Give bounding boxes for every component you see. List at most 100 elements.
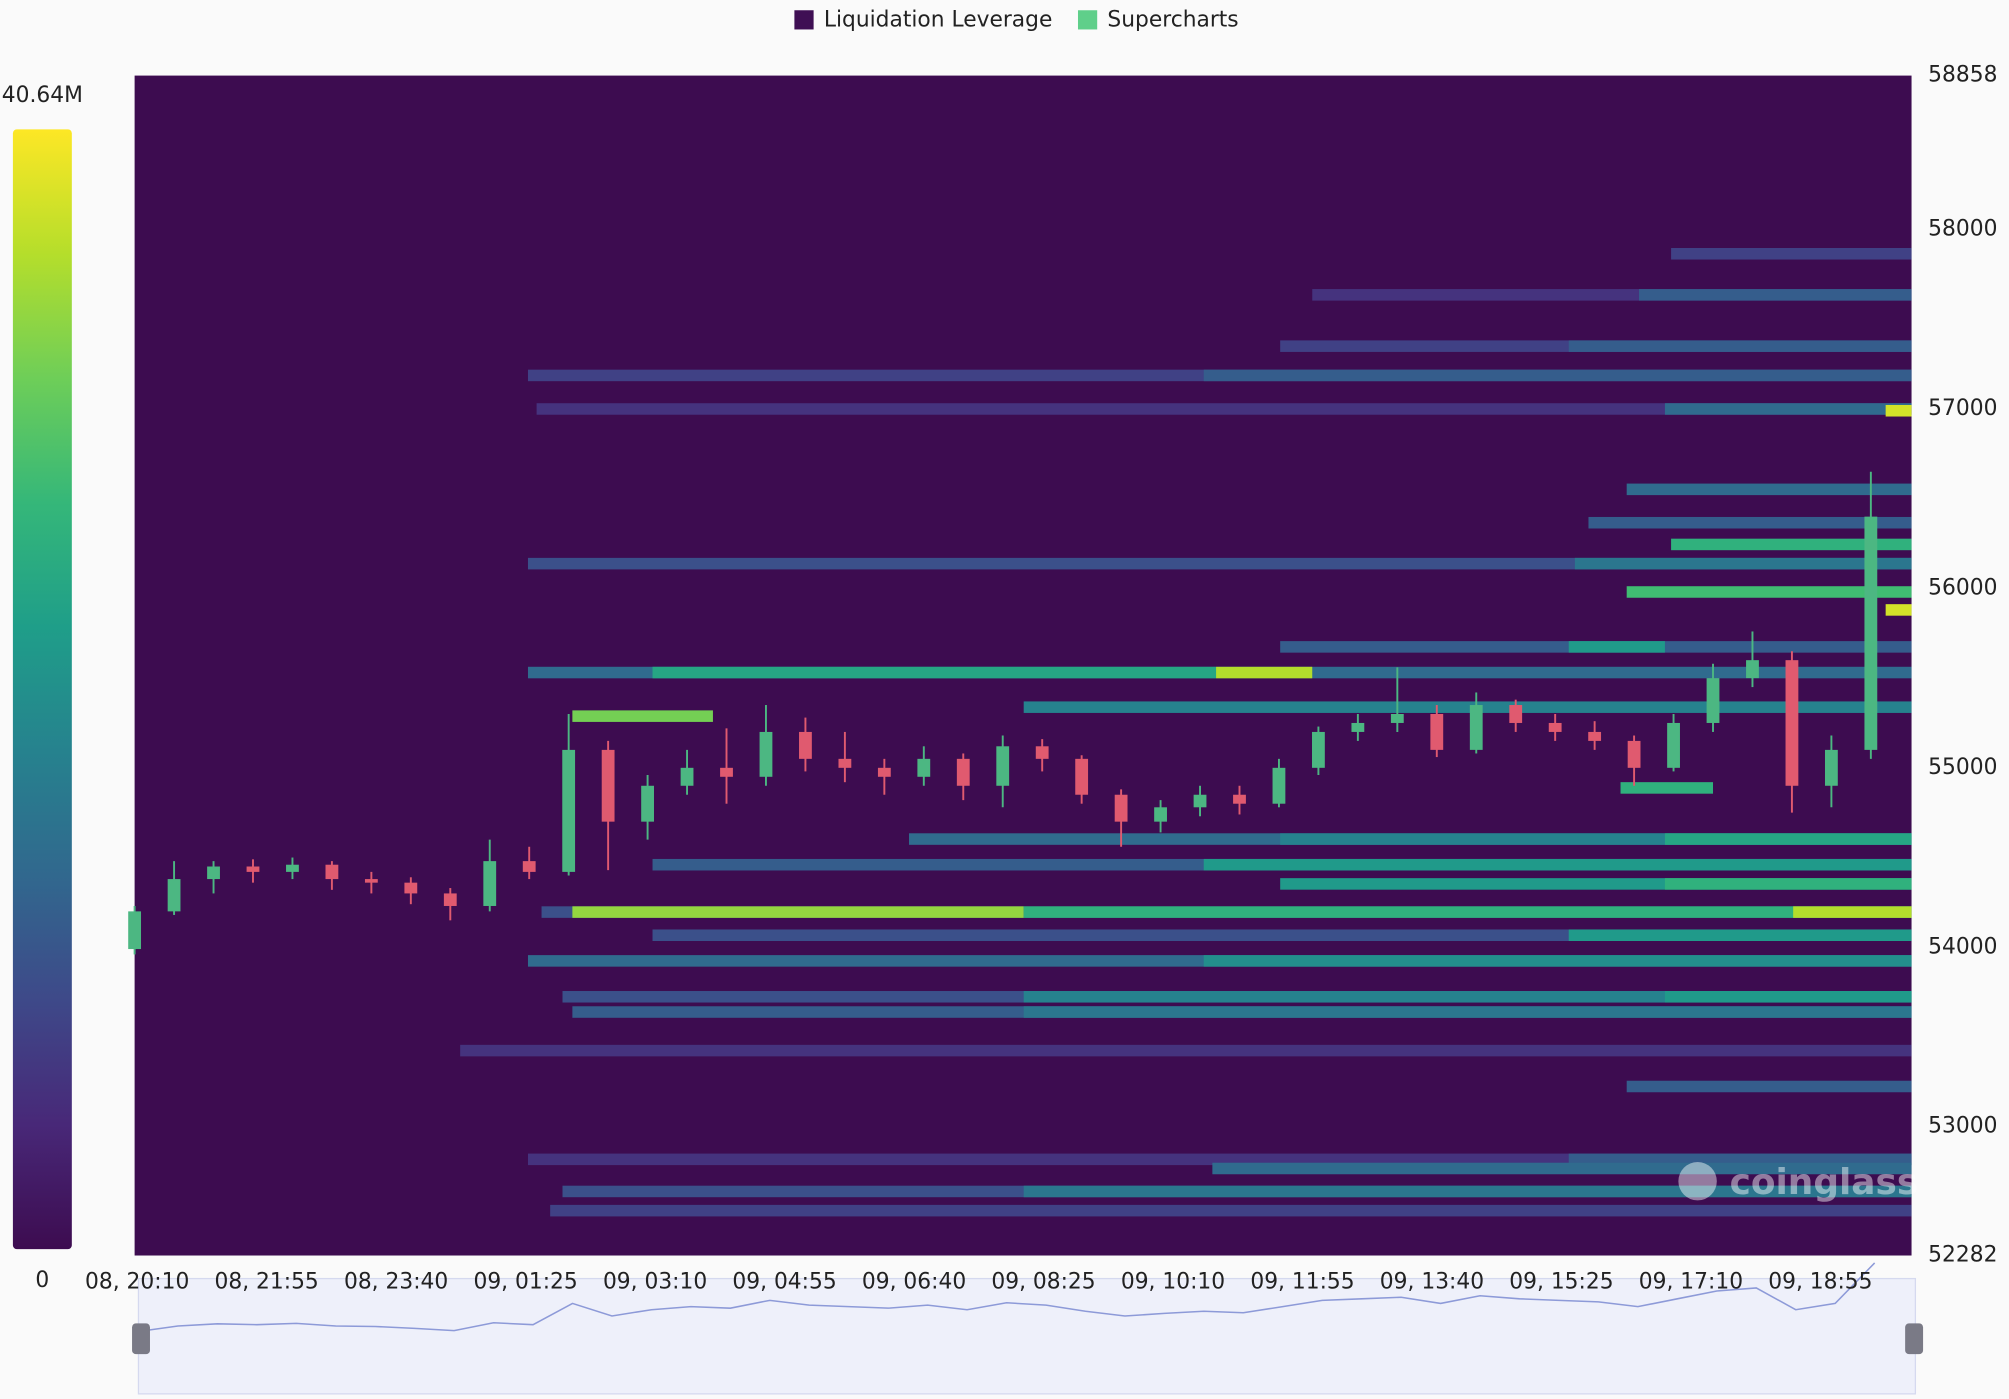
heat-cell [1639,289,1912,301]
candle-body [996,746,1010,786]
heat-cell [1312,289,1912,301]
candle-body [1824,749,1838,786]
heat-cell [1023,991,1912,1003]
heat-cell [652,666,1217,679]
heat-cell [1212,1162,1912,1175]
heat-cell [527,557,1912,570]
plot-area [134,75,1912,1256]
candle-body [1075,758,1089,795]
heat-cell [1664,878,1912,890]
y-tick-label: 56000 [1928,575,1997,600]
candle-body [1272,767,1286,804]
candle-body [641,785,654,822]
heat-cell [1203,369,1912,382]
range-handle[interactable] [1905,1323,1924,1355]
candle-body [838,758,852,768]
candle-body [1588,731,1602,741]
candle-body [759,731,773,777]
x-tick-label: 09, 04:55 [732,1269,836,1294]
x-tick-label: 09, 03:10 [603,1269,707,1294]
range-handle[interactable] [132,1323,150,1355]
colorbar-label: 0 [35,1268,49,1293]
candle-body [1469,705,1483,750]
x-tick-label: 09, 10:10 [1121,1269,1225,1294]
candle-body [1548,722,1562,732]
candle-body [1193,794,1207,808]
heat-cell [1023,1185,1912,1198]
heat-cell [1568,340,1912,352]
candle-body [522,861,536,872]
heat-cell [1671,247,1912,260]
legend-label: Supercharts [1107,7,1238,32]
candle-body [720,767,733,777]
candle-body [364,879,378,883]
heat-cell [1885,604,1912,616]
candle-body [483,861,497,906]
candle-body [1114,794,1128,822]
candle-body [1667,722,1680,768]
y-tick-label: 57000 [1928,396,1997,421]
x-tick-label: 08, 21:55 [215,1269,319,1294]
minimap-series [138,1262,1876,1333]
heat-cell [1216,666,1313,679]
candle-body [1706,678,1720,723]
x-tick-label: 09, 01:25 [473,1269,577,1294]
x-tick-label: 09, 11:55 [1250,1269,1354,1294]
minimap [137,1277,1917,1395]
candle-body [443,893,457,906]
watermark-icon [1678,1161,1717,1201]
heat-cell [1203,858,1912,871]
heat-cell [536,403,1912,415]
heat-cell [652,929,1912,941]
x-tick-label: 09, 17:10 [1639,1269,1743,1294]
heat-cell [1023,906,1912,918]
minimap-line [138,1262,1876,1333]
legend-swatch [794,10,814,30]
x-tick-label: 09, 15:25 [1509,1269,1613,1294]
y-tick-label: 52282 [1928,1243,1997,1268]
heat-cell [572,906,1024,918]
x-tick-label: 08, 23:40 [344,1269,448,1294]
heat-cell [1203,955,1912,967]
candle-body [562,749,576,872]
y-tick-label: 54000 [1928,934,1997,959]
heat-cell [1626,483,1912,496]
heat-cell [1626,586,1912,598]
y-tick-label: 53000 [1928,1114,1997,1139]
colorbar-label: 40.64M [2,83,83,108]
candle-body [1785,660,1799,786]
heat-cell [1664,991,1912,1003]
candle-body [128,911,142,950]
x-tick-label: 08, 20:10 [85,1269,189,1294]
candle-body [404,882,418,894]
heat-cell [1280,833,1912,845]
candle-body [799,731,812,759]
colorbar [12,129,72,1250]
x-tick-label: 09, 08:25 [991,1269,1095,1294]
heat-cell [550,1204,1912,1217]
watermark-text: coinglass [1730,1162,1919,1203]
candle-body [286,864,299,872]
candle-body [1430,713,1444,750]
heat-cell [1588,516,1912,529]
heat-cell [572,710,713,722]
y-tick-label: 55000 [1928,755,1997,780]
candle-body [1312,731,1325,768]
candle-body [246,866,260,872]
heat-cell [1620,782,1714,794]
heat-cell [1023,701,1912,713]
candle-body [1509,705,1523,723]
candle-body [207,866,220,880]
heat-cell [1023,1006,1912,1018]
heat-cell [1568,641,1665,653]
y-tick-label: 58858 [1928,63,1997,88]
heat-cell [1568,929,1912,941]
legend-swatch [1077,10,1098,30]
heat-cell [460,1044,1912,1057]
candle-body [1390,713,1404,723]
heat-cell [1885,404,1912,417]
candle-body [601,749,615,822]
x-tick-label: 09, 13:40 [1380,1269,1484,1294]
